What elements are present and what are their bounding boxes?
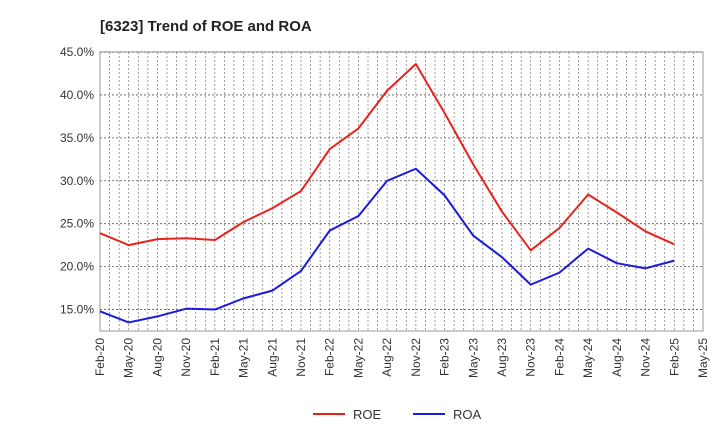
x-tick-label: Feb-23: [438, 338, 452, 376]
legend-label-roe: ROE: [353, 407, 382, 422]
x-tick-label: Aug-20: [150, 338, 164, 377]
y-tick-label: 35.0%: [60, 131, 94, 145]
x-tick-label: Feb-22: [323, 338, 337, 376]
x-tick-label: May-20: [122, 338, 136, 378]
x-tick-label: May-24: [581, 338, 595, 378]
legend: ROE ROA: [313, 407, 482, 422]
x-tick-label: Nov-21: [294, 338, 308, 377]
x-tick-label: Nov-20: [179, 338, 193, 377]
x-tick-label: Feb-20: [93, 338, 107, 376]
x-tick-label: Aug-23: [495, 338, 509, 377]
y-tick-label: 20.0%: [60, 260, 94, 274]
y-tick-label: 30.0%: [60, 174, 94, 188]
x-axis: Feb-20 May-20 Aug-20 Nov-20 Feb-21 May-21 Aug-…: [93, 338, 710, 378]
x-tick-label: May-21: [237, 338, 251, 378]
x-tick-label: May-25: [696, 338, 710, 378]
plot-frame: [99, 51, 704, 332]
x-tick-label: Feb-24: [552, 338, 566, 376]
chart-title: [6323] Trend of ROE and ROA: [100, 18, 312, 35]
y-tick-label: 15.0%: [60, 303, 94, 317]
x-tick-label: Nov-24: [639, 338, 653, 377]
x-tick-label: May-23: [466, 338, 480, 378]
series-line-roe: [99, 63, 675, 252]
y-tick-label: 25.0%: [60, 217, 94, 231]
legend-label-roa: ROA: [453, 407, 482, 422]
x-tick-label: Feb-25: [667, 338, 681, 376]
x-tick-label: Aug-22: [380, 338, 394, 377]
series-group: [99, 63, 675, 324]
series-line-roa: [99, 167, 675, 324]
y-tick-label: 45.0%: [60, 45, 94, 59]
y-axis: 15.0% 20.0% 25.0% 30.0% 35.0% 40.0% 45.0%: [60, 45, 94, 317]
x-tick-label: Nov-23: [524, 338, 538, 377]
x-tick-label: Feb-21: [208, 338, 222, 376]
x-tick-label: May-22: [351, 338, 365, 378]
x-tick-label: Aug-21: [265, 338, 279, 377]
gridlines: [100, 51, 703, 331]
x-tick-label: Aug-24: [610, 338, 624, 377]
y-tick-label: 40.0%: [60, 88, 94, 102]
plot-area: [99, 51, 704, 332]
x-tick-label: Nov-22: [409, 338, 423, 377]
